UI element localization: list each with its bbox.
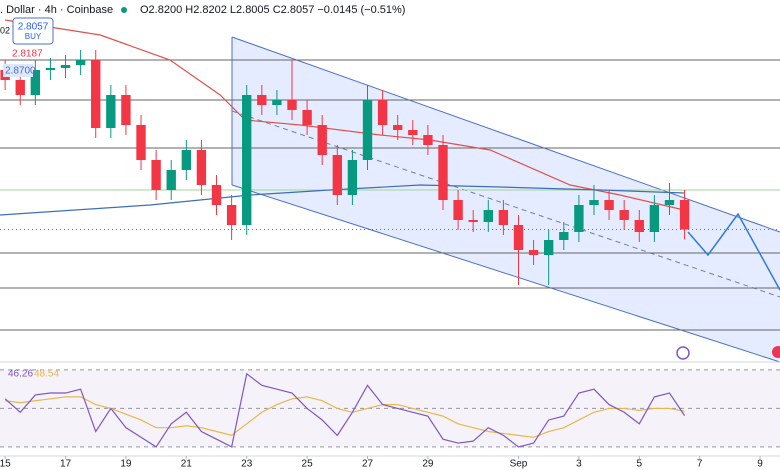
x-axis: 15 17 19 21 23 25 27 29 Sep 3 5 7 9 [0, 456, 763, 470]
candle-body [15, 80, 25, 95]
x-tick-label: 23 [241, 459, 253, 470]
x-tick-label: 17 [60, 459, 72, 470]
candle-body [604, 200, 614, 210]
candle-body [302, 110, 312, 125]
candle-body [498, 210, 509, 225]
x-tick-label: 9 [757, 459, 763, 470]
candle-body [438, 145, 448, 200]
candle-body [226, 205, 237, 225]
candle-body [242, 95, 252, 225]
projection-path [687, 212, 780, 291]
rsi-value: 46.26 [8, 369, 33, 380]
status-dot [121, 7, 127, 13]
rsi-ma-value: 48.54 [34, 369, 59, 380]
moving-average [0, 184, 684, 216]
x-tick-label: 27 [362, 459, 374, 470]
candle-body [453, 200, 463, 220]
candle-body [679, 200, 690, 230]
candle-body [151, 160, 161, 190]
x-tick-label: 3 [576, 459, 582, 470]
replay-icon[interactable] [676, 346, 690, 360]
buy-box[interactable] [12, 17, 54, 45]
candle-body [528, 250, 539, 255]
candle-body [30, 70, 41, 95]
channel-lower [231, 184, 780, 363]
channel-upper [231, 36, 780, 233]
price-label: 2.8700 [5, 66, 36, 77]
x-tick-label: 29 [422, 459, 434, 470]
candle-body [75, 60, 86, 65]
x-tick-label: 25 [302, 459, 314, 470]
channel-fill [232, 37, 780, 362]
candle-body [483, 210, 493, 222]
candle-body [196, 150, 207, 185]
candle-body [347, 160, 358, 195]
candle-body [362, 100, 373, 160]
symbol: . Dollar · 4h · Coinbase [0, 4, 113, 16]
candle-body [287, 100, 297, 110]
candle-body [181, 150, 191, 170]
rsi-line [4, 372, 686, 448]
candle-body [106, 95, 116, 128]
ohlc: O2.8200 H2.8202 L2.8005 C2.8057 −0.0145 … [140, 4, 405, 16]
buy-label: BUY [25, 32, 42, 41]
buy-price: 2.8057 [18, 22, 49, 33]
candle-body [664, 200, 675, 205]
price-label-box [3, 64, 33, 77]
candle-body [408, 130, 418, 135]
candle-body [121, 95, 131, 125]
candle-body [91, 60, 101, 128]
candle-body [60, 65, 71, 68]
x-tick-label: Sep [510, 459, 528, 470]
candle-body [257, 95, 267, 105]
candle-body [559, 232, 569, 240]
candle-body [377, 100, 388, 125]
candle-body [211, 185, 222, 205]
moving-averages [0, 19, 685, 216]
corner-label: 02 [0, 25, 10, 35]
rsi-ma-line [5, 396, 685, 438]
candle-body [574, 205, 584, 232]
candle-body [649, 205, 660, 232]
candle-body [513, 225, 524, 250]
candle-body [544, 240, 554, 255]
flag-icon[interactable] [772, 346, 780, 358]
x-tick-label: 7 [697, 459, 703, 470]
candle-body [45, 68, 56, 70]
x-tick-label: 21 [181, 459, 193, 470]
rsi-pane [0, 369, 780, 448]
candle-body [393, 125, 403, 130]
candle-body [166, 170, 176, 190]
price-label: 2.8187 [12, 49, 43, 60]
candle-body [634, 220, 644, 232]
x-tick-label: 5 [636, 459, 642, 470]
candle-body [317, 125, 327, 155]
moving-average [5, 19, 685, 211]
candle-body [468, 220, 478, 222]
x-tick-label: 19 [120, 459, 132, 470]
candle-body [619, 210, 629, 220]
candle-body [332, 155, 342, 195]
candle-body [136, 125, 146, 160]
x-tick-label: 15 [0, 459, 11, 470]
candle-body [272, 100, 282, 105]
channel-mid [231, 110, 780, 298]
candle-body [589, 200, 599, 205]
candle-body [423, 135, 433, 145]
